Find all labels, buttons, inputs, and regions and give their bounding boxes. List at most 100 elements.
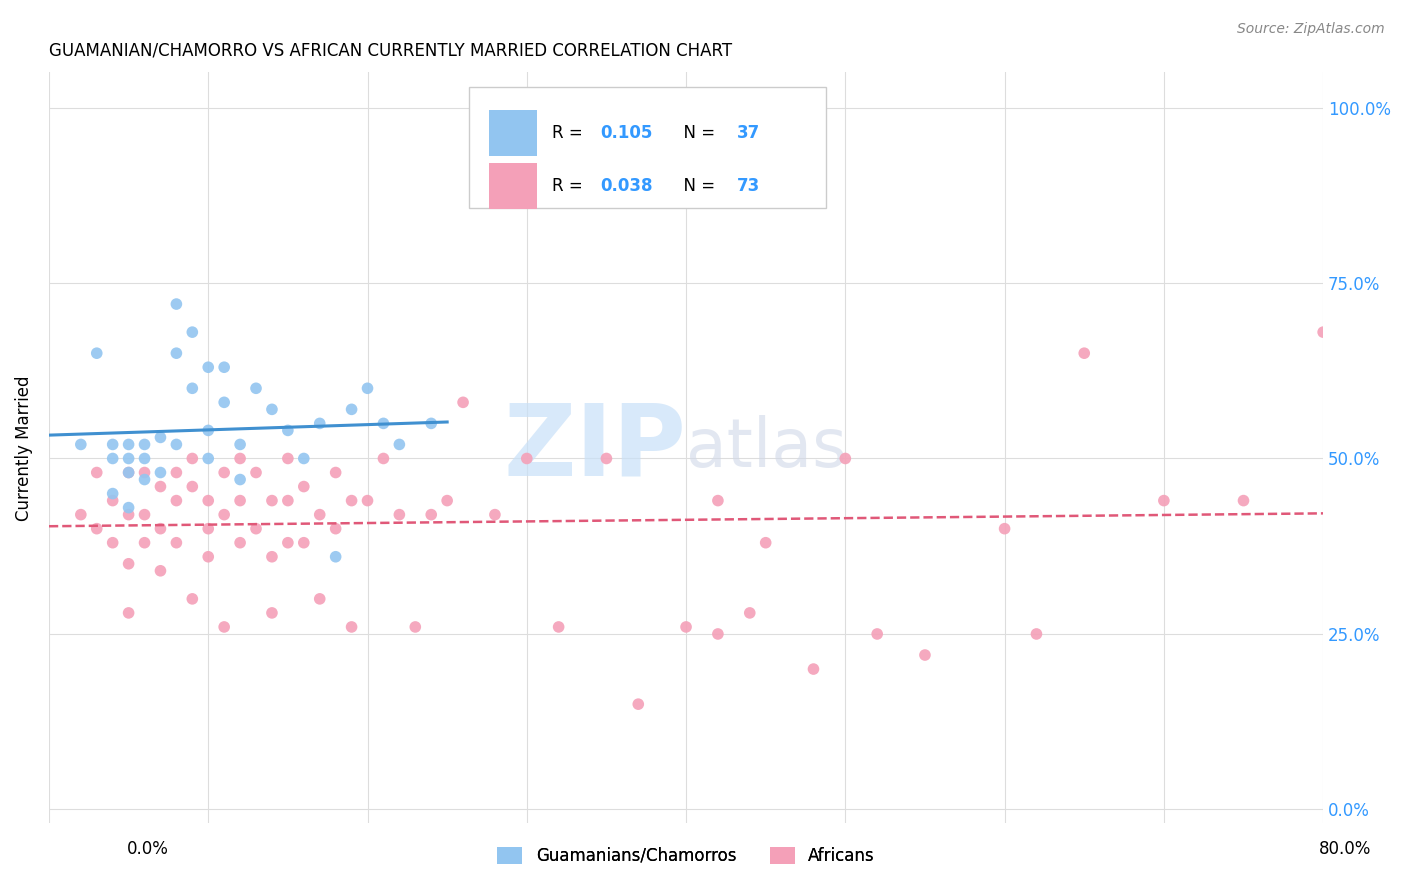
Point: [260, 402, 283, 417]
Point: [134, 437, 156, 451]
Point: [1025, 627, 1047, 641]
Point: [117, 557, 139, 571]
Point: [803, 662, 825, 676]
Point: [325, 549, 347, 564]
Point: [134, 473, 156, 487]
Text: N =: N =: [673, 177, 721, 195]
FancyBboxPatch shape: [470, 87, 827, 208]
Point: [101, 437, 124, 451]
Text: 0.105: 0.105: [600, 124, 652, 142]
Point: [212, 466, 235, 480]
Point: [181, 325, 204, 339]
Point: [292, 535, 315, 549]
Point: [404, 620, 426, 634]
Point: [86, 346, 108, 360]
Point: [707, 493, 730, 508]
Point: [212, 395, 235, 409]
Point: [134, 451, 156, 466]
Point: [340, 493, 363, 508]
Point: [149, 522, 172, 536]
Point: [134, 466, 156, 480]
Point: [245, 381, 267, 395]
Point: [69, 508, 91, 522]
Point: [165, 493, 187, 508]
Point: [755, 535, 778, 549]
Point: [245, 466, 267, 480]
Point: [738, 606, 761, 620]
Point: [197, 451, 219, 466]
Point: [117, 437, 139, 451]
Point: [707, 627, 730, 641]
Point: [260, 606, 283, 620]
Point: [86, 466, 108, 480]
Point: [134, 535, 156, 549]
Point: [484, 508, 506, 522]
Point: [627, 697, 650, 711]
Point: [595, 451, 617, 466]
Point: [277, 424, 299, 438]
Point: [212, 620, 235, 634]
Point: [356, 381, 378, 395]
Point: [1232, 493, 1254, 508]
Point: [117, 508, 139, 522]
Point: [277, 451, 299, 466]
Text: 37: 37: [737, 124, 761, 142]
Text: ZIP: ZIP: [503, 400, 686, 497]
Point: [229, 437, 252, 451]
Point: [707, 156, 730, 170]
Point: [308, 508, 330, 522]
Point: [149, 564, 172, 578]
Point: [197, 493, 219, 508]
Point: [229, 535, 252, 549]
Point: [229, 473, 252, 487]
Point: [325, 522, 347, 536]
Point: [420, 417, 443, 431]
Point: [117, 451, 139, 466]
Point: [308, 591, 330, 606]
Point: [165, 466, 187, 480]
Point: [388, 437, 411, 451]
FancyBboxPatch shape: [488, 162, 537, 210]
Text: 0.038: 0.038: [600, 177, 654, 195]
Text: Source: ZipAtlas.com: Source: ZipAtlas.com: [1237, 22, 1385, 37]
Point: [1153, 493, 1175, 508]
Point: [165, 535, 187, 549]
Point: [356, 493, 378, 508]
Point: [101, 486, 124, 500]
Point: [436, 493, 458, 508]
Point: [181, 479, 204, 493]
Text: R =: R =: [553, 124, 588, 142]
Point: [914, 648, 936, 662]
Point: [675, 620, 697, 634]
Point: [165, 437, 187, 451]
Point: [197, 360, 219, 375]
Point: [181, 381, 204, 395]
Point: [260, 493, 283, 508]
Point: [212, 508, 235, 522]
Text: 0.0%: 0.0%: [127, 840, 169, 858]
Point: [101, 451, 124, 466]
Point: [197, 549, 219, 564]
Point: [229, 493, 252, 508]
Point: [292, 451, 315, 466]
FancyBboxPatch shape: [488, 110, 537, 156]
Point: [260, 549, 283, 564]
Point: [245, 522, 267, 536]
Point: [866, 627, 889, 641]
Point: [165, 346, 187, 360]
Point: [101, 493, 124, 508]
Point: [277, 493, 299, 508]
Point: [149, 466, 172, 480]
Point: [834, 451, 856, 466]
Point: [340, 620, 363, 634]
Point: [994, 522, 1017, 536]
Text: GUAMANIAN/CHAMORRO VS AFRICAN CURRENTLY MARRIED CORRELATION CHART: GUAMANIAN/CHAMORRO VS AFRICAN CURRENTLY …: [49, 42, 733, 60]
Point: [308, 417, 330, 431]
Point: [373, 451, 395, 466]
Point: [340, 402, 363, 417]
Point: [292, 479, 315, 493]
Text: 73: 73: [737, 177, 761, 195]
Text: N =: N =: [673, 124, 721, 142]
Point: [134, 508, 156, 522]
Point: [117, 466, 139, 480]
